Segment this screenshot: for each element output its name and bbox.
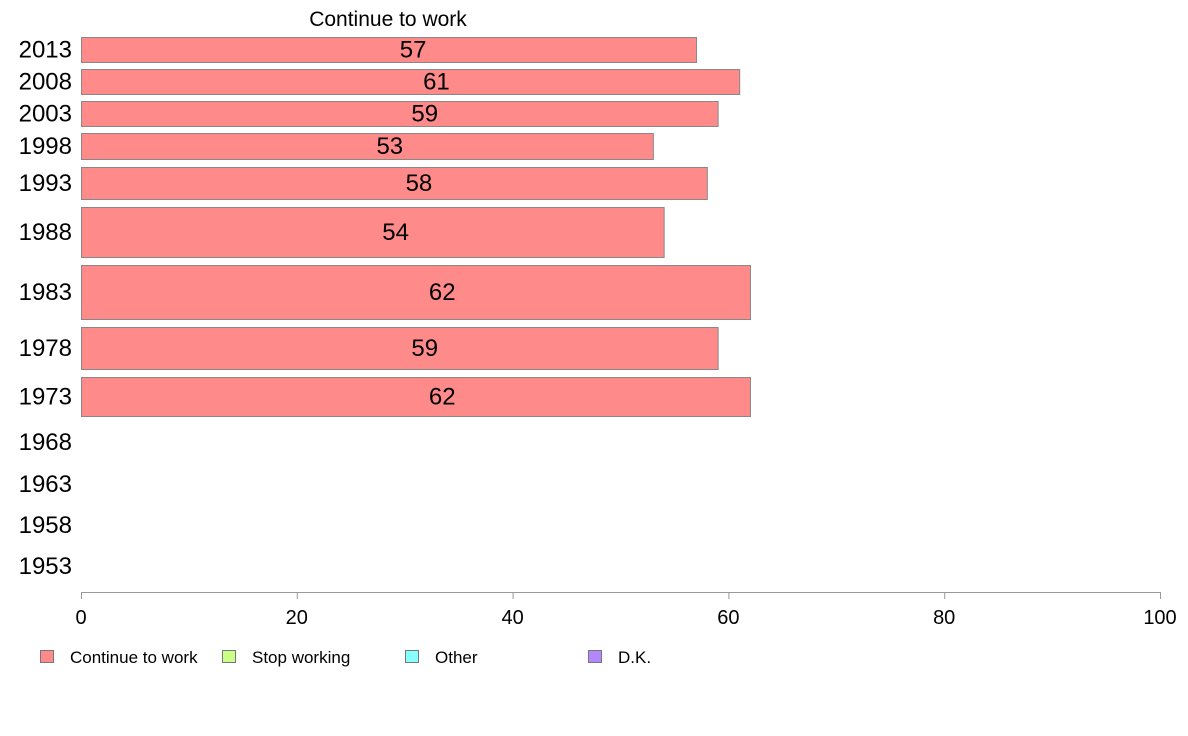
x-tick-label: 40 bbox=[501, 607, 523, 629]
category-label: 1963 bbox=[19, 471, 72, 498]
legend-label: D.K. bbox=[618, 648, 651, 667]
legend-label: Other bbox=[435, 648, 478, 667]
bar bbox=[81, 133, 654, 160]
data-label: 62 bbox=[429, 279, 456, 306]
data-label: 59 bbox=[411, 101, 438, 128]
data-label: 53 bbox=[376, 133, 403, 160]
legend-label: Continue to work bbox=[70, 648, 198, 667]
chart-title: Continue to work bbox=[309, 8, 467, 31]
data-label: 54 bbox=[382, 219, 409, 246]
x-tick-label: 20 bbox=[286, 607, 308, 629]
legend-label: Stop working bbox=[252, 648, 350, 667]
x-tick-label: 100 bbox=[1143, 607, 1176, 629]
category-label: 2013 bbox=[19, 37, 72, 64]
data-label: 61 bbox=[423, 69, 450, 96]
category-label: 1968 bbox=[19, 429, 72, 456]
legend-swatch bbox=[588, 650, 602, 663]
data-label: 58 bbox=[406, 170, 433, 197]
category-label: 1978 bbox=[19, 335, 72, 362]
category-label: 1993 bbox=[19, 170, 72, 197]
category-label: 1973 bbox=[19, 384, 72, 411]
bar bbox=[81, 101, 719, 127]
x-axis: 0 20 40 60 80 100 bbox=[75, 592, 1177, 629]
legend-swatch bbox=[405, 650, 419, 663]
category-label: 1988 bbox=[19, 219, 72, 246]
legend-item: D.K. bbox=[588, 648, 651, 667]
legend-swatch bbox=[222, 650, 236, 663]
category-labels: 2013 2008 2003 1998 1993 1988 1983 1978 1973 1968… bbox=[19, 37, 72, 581]
x-tick-label: 60 bbox=[717, 607, 739, 629]
x-tick-label: 0 bbox=[75, 607, 86, 629]
bar bbox=[81, 69, 741, 95]
legend-item: Continue to work bbox=[40, 648, 198, 667]
data-label: 57 bbox=[400, 37, 427, 64]
category-label: 2003 bbox=[19, 101, 72, 128]
data-label: 62 bbox=[429, 384, 456, 411]
bar bbox=[81, 37, 698, 63]
bar bbox=[81, 377, 751, 417]
category-label: 1983 bbox=[19, 279, 72, 306]
bars-layer bbox=[81, 37, 751, 417]
data-label: 59 bbox=[411, 335, 438, 362]
category-label: 2008 bbox=[19, 69, 72, 96]
bar bbox=[81, 327, 719, 370]
category-label: 1998 bbox=[19, 133, 72, 160]
category-label: 1958 bbox=[19, 512, 72, 539]
bar bbox=[81, 207, 665, 258]
bar bbox=[81, 167, 708, 200]
bar bbox=[81, 265, 751, 320]
legend-swatch bbox=[40, 650, 54, 663]
legend: Continue to work Stop working Other D.K. bbox=[40, 648, 651, 667]
category-label: 1953 bbox=[19, 553, 72, 580]
x-tick-label: 80 bbox=[933, 607, 955, 629]
legend-item: Stop working bbox=[222, 648, 350, 667]
legend-item: Other bbox=[405, 648, 478, 667]
